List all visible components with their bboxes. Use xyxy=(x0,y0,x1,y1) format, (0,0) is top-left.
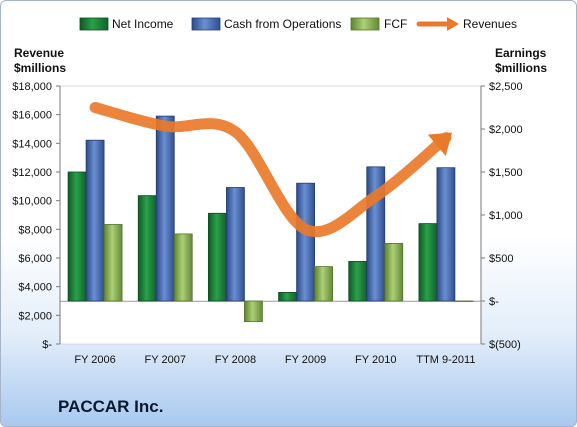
legend-label-net-income: Net Income xyxy=(112,17,174,31)
left-tick-label: $2,000 xyxy=(18,310,52,322)
right-tick-label: $2,000 xyxy=(489,124,523,136)
category-labels: FY 2006 FY 2007 FY 2008 FY 2009 FY 2010 TTM 9… xyxy=(74,354,475,366)
net-income-bar xyxy=(348,261,368,302)
right-axis-title-line2: $millions xyxy=(495,61,547,75)
right-tick-label: $2,500 xyxy=(489,81,523,93)
left-tick-label: $4,000 xyxy=(18,282,52,294)
net-income-bar xyxy=(137,195,157,302)
net-income-bar xyxy=(278,291,297,302)
left-tick-label: $12,000 xyxy=(12,167,52,179)
right-tick-label: $(500) xyxy=(489,339,521,351)
legend-swatch-cash-from-operations xyxy=(191,17,221,31)
fcf-bar xyxy=(454,300,474,302)
right-axis-title-line1: Earnings xyxy=(495,46,547,60)
right-tick-label: $1,500 xyxy=(489,167,523,179)
revenues-line xyxy=(89,102,452,238)
bar-series xyxy=(67,115,474,323)
category-label: FY 2010 xyxy=(355,354,396,366)
fcf-bar xyxy=(103,224,123,302)
left-tick-label: $8,000 xyxy=(18,224,52,236)
left-axis-title-line2: $millions xyxy=(14,61,66,75)
fcf-bar xyxy=(173,233,193,302)
left-axis-title-line1: Revenue xyxy=(14,46,64,60)
left-axis-ticks: $- $2,000 $4,000 $6,000 $8,000 $10,000 $12,000… xyxy=(12,81,60,351)
left-tick-label: $6,000 xyxy=(18,253,52,265)
cash-from-operations-bar xyxy=(85,139,105,302)
cash-from-operations-bar xyxy=(226,187,245,302)
net-income-bar xyxy=(418,223,438,302)
legend-swatch-fcf xyxy=(350,17,380,31)
left-tick-label: $- xyxy=(42,339,52,351)
right-tick-label: $1,000 xyxy=(489,210,523,222)
fcf-bar xyxy=(384,242,404,302)
revenues-series xyxy=(89,102,453,238)
fcf-bar xyxy=(244,300,263,323)
legend-label-revenues: Revenues xyxy=(463,17,517,31)
left-tick-label: $18,000 xyxy=(12,81,52,93)
legend-label-fcf: FCF xyxy=(384,17,407,31)
legend-label-cash-from-operations: Cash from Operations xyxy=(224,17,341,31)
legend-swatch-net-income xyxy=(79,17,109,31)
category-label: FY 2007 xyxy=(145,354,186,366)
left-tick-label: $10,000 xyxy=(12,196,52,208)
category-label: FY 2009 xyxy=(285,354,326,366)
net-income-bar xyxy=(67,171,87,302)
category-label: TTM 9-2011 xyxy=(416,354,475,366)
plot-area xyxy=(59,85,482,345)
net-income-bar xyxy=(208,212,227,302)
right-axis-ticks: $(500) $- $500 $1,000 $1,500 $2,000 $2,500 xyxy=(481,81,523,351)
cash-from-operations-bar xyxy=(296,182,315,302)
right-tick-label: $500 xyxy=(489,253,513,265)
chart-legend: Net Income Cash from Operations FCF Reve… xyxy=(79,17,517,31)
category-label: FY 2008 xyxy=(215,354,256,366)
cash-from-operations-bar xyxy=(436,167,456,302)
left-tick-label: $14,000 xyxy=(12,138,52,150)
company-name: PACCAR Inc. xyxy=(58,397,164,416)
category-label: FY 2006 xyxy=(74,354,115,366)
left-tick-label: $16,000 xyxy=(12,110,52,122)
fcf-bar xyxy=(314,266,333,302)
right-tick-label: $- xyxy=(489,296,499,308)
revenues-arrowhead xyxy=(427,132,453,157)
cash-from-operations-bar xyxy=(155,115,175,302)
legend-swatch-revenues-arrowhead xyxy=(447,17,459,31)
